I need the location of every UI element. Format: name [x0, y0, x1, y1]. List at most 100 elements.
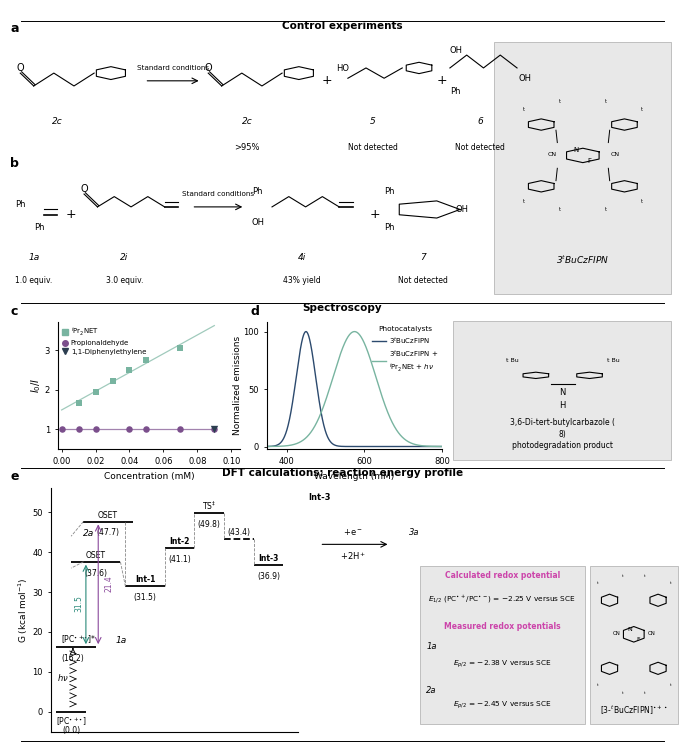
Text: 3,6-Di-tert-butylcarbazole (: 3,6-Di-tert-butylcarbazole (	[510, 418, 615, 427]
Text: H: H	[560, 401, 566, 410]
Point	[209, 423, 220, 435]
Text: [PC$^{•+•}$]: [PC$^{•+•}$]	[56, 716, 86, 728]
Text: 43% yield: 43% yield	[284, 276, 321, 286]
FancyBboxPatch shape	[493, 42, 671, 295]
Text: b: b	[10, 157, 19, 170]
Text: Int-3: Int-3	[308, 494, 331, 503]
Text: Standard conditions: Standard conditions	[137, 64, 210, 70]
Point	[124, 364, 135, 375]
Text: t: t	[622, 574, 623, 578]
Point	[56, 423, 67, 435]
Text: CN: CN	[548, 152, 557, 156]
Legend: $^i$Pr$_2$NET, Propionaldehyde, 1,1-Diphenylethylene: $^i$Pr$_2$NET, Propionaldehyde, 1,1-Diph…	[62, 326, 146, 355]
Text: O: O	[80, 184, 88, 194]
Text: t: t	[641, 199, 643, 204]
Text: +: +	[322, 74, 332, 88]
Text: t: t	[669, 684, 671, 687]
Point	[107, 375, 118, 387]
Text: +e$^-$: +e$^-$	[343, 527, 363, 537]
Text: 8): 8)	[559, 430, 566, 439]
Text: F: F	[588, 158, 592, 164]
Text: 2a: 2a	[83, 530, 94, 539]
Text: d: d	[250, 305, 259, 318]
Text: F: F	[636, 637, 640, 642]
Text: CN: CN	[613, 631, 621, 636]
Text: (31.5): (31.5)	[134, 593, 156, 602]
Text: 1a: 1a	[426, 642, 437, 651]
Text: 31.5: 31.5	[74, 595, 83, 613]
Text: Ph: Ph	[450, 87, 460, 96]
Text: DFT calculations: reaction energy profile: DFT calculations: reaction energy profil…	[222, 468, 463, 477]
Text: (47.7): (47.7)	[97, 528, 120, 537]
Y-axis label: $I_0/I$: $I_0/I$	[29, 378, 43, 393]
Text: +: +	[369, 208, 380, 221]
Text: t: t	[606, 99, 608, 104]
Text: N: N	[573, 147, 579, 153]
Point	[73, 423, 84, 435]
Point	[175, 423, 186, 435]
Point	[209, 423, 220, 435]
Text: t: t	[597, 684, 598, 687]
Text: >95%: >95%	[234, 143, 260, 152]
Text: t: t	[523, 107, 525, 111]
Text: $E_{p/2}$ = −2.45 V versus SCE: $E_{p/2}$ = −2.45 V versus SCE	[453, 700, 552, 711]
Text: 3.0 equiv.: 3.0 equiv.	[105, 276, 143, 286]
Text: (37.6): (37.6)	[84, 569, 108, 578]
Text: CN: CN	[648, 631, 656, 636]
Text: Ph: Ph	[16, 200, 26, 209]
Text: OSET: OSET	[86, 551, 105, 560]
Text: (16.2): (16.2)	[61, 654, 84, 663]
Point	[141, 354, 152, 366]
Text: photodegradation product: photodegradation product	[512, 441, 613, 450]
Text: t: t	[641, 107, 643, 111]
Text: $h\nu$: $h\nu$	[57, 672, 68, 683]
FancyBboxPatch shape	[420, 566, 584, 724]
Text: (43.4): (43.4)	[227, 528, 250, 537]
Text: Measured redox potentials: Measured redox potentials	[444, 622, 561, 631]
Text: 2c: 2c	[52, 117, 62, 126]
Point	[141, 423, 152, 435]
Text: Int-1: Int-1	[135, 575, 155, 584]
Text: (36.9): (36.9)	[257, 571, 280, 580]
Text: 1a: 1a	[116, 637, 127, 646]
X-axis label: Concentration (mM): Concentration (mM)	[103, 472, 195, 481]
Text: OH: OH	[519, 74, 532, 83]
Text: t: t	[597, 581, 598, 585]
Text: (0.0): (0.0)	[62, 726, 80, 735]
Text: t: t	[558, 99, 560, 104]
Text: N: N	[560, 388, 566, 397]
Text: 3a: 3a	[409, 527, 419, 537]
Text: t: t	[644, 690, 646, 695]
Text: t Bu: t Bu	[506, 358, 519, 364]
Y-axis label: G (kcal mol$^{-1}$): G (kcal mol$^{-1}$)	[16, 577, 29, 643]
Text: (41.1): (41.1)	[169, 555, 191, 564]
Text: OH: OH	[456, 205, 469, 214]
Text: $E_{1/2}$ (PC$^{\bullet+}$/PC$^{\bullet-}$) = −2.25 V versus SCE: $E_{1/2}$ (PC$^{\bullet+}$/PC$^{\bullet-…	[428, 593, 576, 604]
Text: O: O	[204, 63, 212, 73]
Text: Ph: Ph	[34, 223, 45, 232]
Point	[90, 385, 101, 397]
Text: 21.4: 21.4	[104, 576, 114, 592]
Text: Standard conditions: Standard conditions	[182, 191, 254, 197]
Text: Not detected: Not detected	[348, 143, 398, 152]
Text: Spectroscopy: Spectroscopy	[303, 303, 382, 313]
Text: 2i: 2i	[120, 254, 129, 263]
Text: [PC$^{•+•}$]*: [PC$^{•+•}$]*	[61, 634, 96, 646]
Point	[73, 397, 84, 409]
Text: 6: 6	[477, 117, 483, 126]
Text: O: O	[16, 63, 24, 73]
Text: t: t	[644, 574, 646, 578]
Text: $E_{p/2}$ = −2.38 V versus SCE: $E_{p/2}$ = −2.38 V versus SCE	[453, 658, 552, 670]
Text: Int-3: Int-3	[258, 554, 279, 563]
Point	[124, 423, 135, 435]
Text: [3-$^t$BuCzFIPN]$^{\bullet+\bullet}$: [3-$^t$BuCzFIPN]$^{\bullet+\bullet}$	[600, 704, 668, 717]
Text: a: a	[10, 22, 18, 35]
Text: Not detected: Not detected	[398, 276, 448, 286]
Text: 7: 7	[420, 254, 426, 263]
Text: Calculated redox potential: Calculated redox potential	[445, 571, 560, 580]
Text: +: +	[65, 208, 76, 221]
Point	[175, 342, 186, 354]
Text: (49.8): (49.8)	[198, 521, 221, 530]
Text: Not detected: Not detected	[455, 143, 505, 152]
Legend: 3$^t$BuCzFIPN, 3$^t$BuCzFIPN +
$^i$Pr$_2$NEt + $h\nu$: 3$^t$BuCzFIPN, 3$^t$BuCzFIPN + $^i$Pr$_2…	[373, 326, 438, 374]
